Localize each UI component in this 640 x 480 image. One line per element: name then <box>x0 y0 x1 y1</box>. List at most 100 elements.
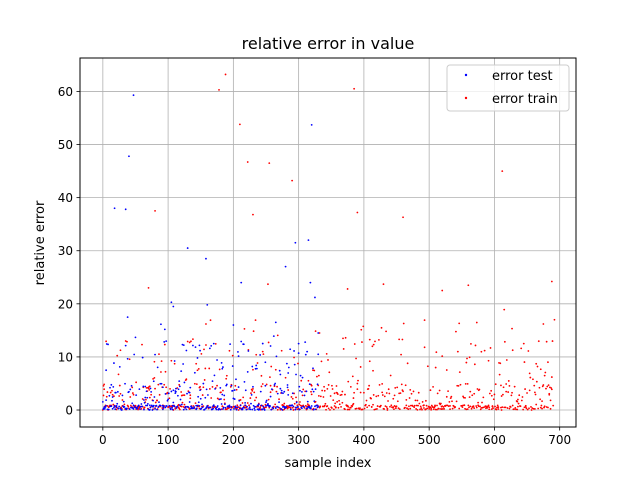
train-point <box>276 334 279 337</box>
test-point <box>154 407 156 410</box>
test-point <box>117 407 120 410</box>
test-point <box>300 407 303 410</box>
test-point <box>235 408 238 411</box>
test-point <box>107 408 110 411</box>
test-point <box>293 350 295 352</box>
train-point <box>526 408 529 411</box>
test-point <box>175 390 177 393</box>
test-point <box>165 340 168 342</box>
test-point <box>150 390 153 393</box>
test-point <box>298 385 301 388</box>
train-point <box>340 393 343 396</box>
test-point <box>110 405 113 408</box>
test-point <box>261 342 264 345</box>
train-point <box>331 384 333 387</box>
train-point <box>520 347 523 350</box>
train-point <box>553 318 556 321</box>
train-point <box>356 382 359 385</box>
legend-box <box>446 64 570 112</box>
train-point <box>473 407 476 410</box>
test-point <box>270 408 273 411</box>
train-point <box>393 394 396 397</box>
train-point <box>341 401 344 404</box>
test-point <box>171 406 173 409</box>
train-point <box>220 391 222 394</box>
test-point <box>118 405 121 408</box>
y-tick-label: 30 <box>58 244 73 258</box>
train-point <box>337 406 340 409</box>
y-tick-label: 50 <box>58 138 73 152</box>
train-point <box>430 408 433 411</box>
train-point <box>332 408 335 411</box>
train-point <box>344 393 346 396</box>
x-tick-label: 400 <box>352 433 375 447</box>
train-point <box>221 405 224 408</box>
train-point <box>322 396 325 398</box>
train-point <box>425 404 428 407</box>
plot-frame <box>79 57 577 428</box>
train-point <box>241 402 244 404</box>
test-point <box>106 408 109 411</box>
test-point <box>310 124 313 126</box>
legend-marker-error-train <box>464 96 468 100</box>
train-point <box>126 340 128 343</box>
test-point <box>123 405 126 408</box>
test-point <box>116 402 119 405</box>
train-point <box>451 407 454 410</box>
train-point <box>494 383 497 386</box>
test-point <box>108 394 111 397</box>
train-point <box>385 406 388 408</box>
test-point <box>107 343 109 346</box>
test-point <box>113 207 116 210</box>
test-point <box>143 401 146 404</box>
train-point <box>552 404 555 407</box>
train-point <box>446 404 449 407</box>
train-point <box>316 375 318 378</box>
train-point <box>551 340 554 342</box>
test-point <box>156 366 159 369</box>
train-point <box>414 399 417 402</box>
train-point <box>381 391 384 394</box>
train-point <box>237 409 240 411</box>
train-point <box>293 402 296 405</box>
train-point <box>273 385 276 388</box>
test-point <box>178 380 181 382</box>
test-point <box>188 391 191 394</box>
train-point <box>377 394 380 397</box>
train-point <box>469 390 472 393</box>
train-point <box>344 408 346 411</box>
train-point <box>361 408 364 411</box>
test-point <box>172 305 175 308</box>
test-point <box>186 392 188 395</box>
legend-marker-error-test <box>464 73 468 77</box>
test-point <box>198 344 201 347</box>
test-point <box>160 382 163 385</box>
train-point <box>534 393 537 396</box>
train-point <box>394 407 397 410</box>
train-point <box>389 405 391 408</box>
train-point <box>301 394 304 397</box>
train-point <box>332 399 335 402</box>
test-point <box>299 389 301 392</box>
train-point <box>203 379 206 381</box>
test-point <box>209 406 212 409</box>
train-point <box>500 384 502 387</box>
train-point <box>194 402 197 405</box>
test-point <box>203 408 206 411</box>
train-point <box>111 389 113 392</box>
train-point <box>242 396 245 399</box>
test-point <box>252 385 254 388</box>
train-point <box>447 390 449 393</box>
test-point <box>161 404 164 407</box>
test-point <box>167 398 170 401</box>
test-point <box>212 404 215 407</box>
train-point <box>532 378 534 381</box>
x-axis-ticks: 0 100 200 300 400 500 600 700 <box>99 427 571 447</box>
train-point <box>196 369 199 372</box>
train-point <box>458 371 461 374</box>
test-point <box>199 397 202 400</box>
train-point <box>549 399 552 402</box>
train-point <box>394 386 397 389</box>
train-point <box>442 406 445 408</box>
train-point <box>353 391 356 394</box>
